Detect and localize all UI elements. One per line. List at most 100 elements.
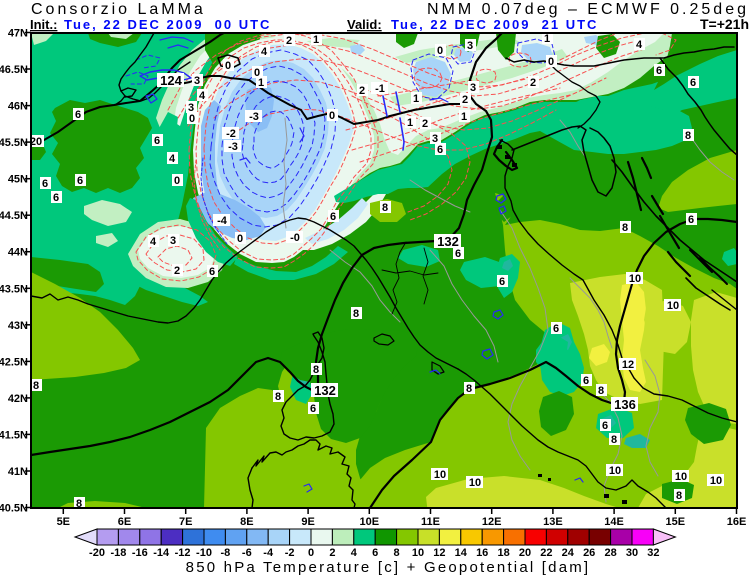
svg-text:28: 28 (604, 547, 616, 559)
svg-text:32: 32 (647, 547, 659, 559)
svg-text:20: 20 (519, 547, 531, 559)
svg-text:2: 2 (174, 265, 180, 277)
svg-text:1: 1 (407, 117, 413, 129)
svg-text:12: 12 (622, 359, 634, 371)
svg-text:10: 10 (469, 477, 481, 489)
svg-text:6: 6 (310, 403, 316, 415)
svg-text:2: 2 (359, 85, 365, 97)
svg-text:2: 2 (329, 547, 335, 559)
svg-text:124: 124 (160, 73, 182, 88)
svg-text:0: 0 (329, 110, 335, 122)
svg-text:6: 6 (553, 323, 559, 335)
svg-text:2: 2 (286, 35, 292, 47)
svg-text:0: 0 (308, 547, 314, 559)
svg-text:8: 8 (466, 383, 472, 395)
svg-text:16E: 16E (727, 516, 747, 528)
svg-text:14: 14 (455, 547, 468, 559)
svg-text:Tue, 22 DEC 2009 00 UTC: Tue, 22 DEC 2009 00 UTC (64, 17, 271, 32)
svg-text:0: 0 (237, 233, 243, 245)
svg-text:15E: 15E (666, 516, 686, 528)
svg-text:-2: -2 (285, 547, 295, 559)
svg-text:6: 6 (602, 420, 608, 432)
svg-text:4: 4 (261, 46, 268, 58)
svg-text:9E: 9E (301, 516, 314, 528)
svg-text:4: 4 (169, 153, 176, 165)
svg-text:-20: -20 (89, 547, 105, 559)
svg-text:45.5N: 45.5N (0, 137, 28, 149)
svg-text:0: 0 (548, 56, 554, 68)
svg-text:136: 136 (614, 397, 636, 412)
svg-text:10: 10 (412, 547, 424, 559)
svg-text:11E: 11E (421, 516, 440, 528)
svg-text:1: 1 (413, 93, 419, 105)
svg-text:8: 8 (611, 434, 617, 446)
svg-text:8: 8 (313, 364, 319, 376)
svg-text:6: 6 (372, 547, 378, 559)
svg-text:5E: 5E (57, 516, 70, 528)
svg-text:8: 8 (353, 308, 359, 320)
svg-text:0: 0 (174, 175, 180, 187)
svg-text:8: 8 (76, 498, 82, 510)
svg-text:45N: 45N (8, 174, 28, 186)
svg-text:2: 2 (462, 94, 468, 106)
svg-text:-6: -6 (242, 547, 252, 559)
svg-text:2: 2 (530, 77, 536, 89)
svg-text:12E: 12E (482, 516, 502, 528)
svg-text:16: 16 (476, 547, 488, 559)
svg-text:6: 6 (77, 175, 83, 187)
svg-text:Tue, 22 DEC 2009 21 UTC: Tue, 22 DEC 2009 21 UTC (391, 17, 598, 32)
svg-text:10: 10 (675, 471, 687, 483)
svg-text:-3: -3 (249, 111, 259, 123)
svg-text:-1: -1 (375, 83, 385, 95)
svg-text:NMM 0.07deg – ECMWF 0.25deg: NMM 0.07deg – ECMWF 0.25deg (427, 1, 749, 18)
svg-text:6E: 6E (118, 516, 131, 528)
svg-text:1: 1 (313, 34, 319, 46)
svg-text:26: 26 (583, 547, 595, 559)
svg-text:132: 132 (314, 383, 336, 398)
svg-text:8: 8 (382, 202, 388, 214)
svg-text:6: 6 (656, 65, 662, 77)
svg-text:1: 1 (258, 77, 264, 89)
svg-text:-18: -18 (110, 547, 126, 559)
svg-text:14E: 14E (604, 516, 624, 528)
svg-text:4: 4 (351, 547, 358, 559)
svg-text:T=+21h: T=+21h (700, 16, 749, 32)
svg-text:42.5N: 42.5N (0, 356, 28, 368)
svg-text:-16: -16 (132, 547, 148, 559)
svg-text:Init.:: Init.: (30, 17, 57, 32)
svg-text:46N: 46N (8, 101, 28, 113)
svg-text:8: 8 (676, 490, 682, 502)
svg-text:8: 8 (622, 222, 628, 234)
svg-text:6: 6 (42, 178, 48, 190)
svg-text:850 hPa Temperature [c] + Geop: 850 hPa Temperature [c] + Geopotential [… (186, 559, 591, 576)
svg-text:0: 0 (437, 45, 443, 57)
svg-text:44N: 44N (8, 247, 28, 259)
svg-text:6: 6 (688, 214, 694, 226)
svg-text:10: 10 (710, 475, 722, 487)
svg-text:10E: 10E (360, 516, 380, 528)
svg-text:8E: 8E (240, 516, 253, 528)
svg-text:6: 6 (53, 192, 59, 204)
svg-text:24: 24 (562, 547, 575, 559)
svg-text:8: 8 (598, 385, 604, 397)
svg-text:20: 20 (30, 136, 42, 148)
svg-text:4: 4 (150, 236, 157, 248)
svg-text:18: 18 (497, 547, 509, 559)
svg-text:6: 6 (330, 211, 336, 223)
svg-text:3: 3 (467, 40, 473, 52)
svg-text:6: 6 (499, 276, 505, 288)
svg-text:Consorzio LaMMa: Consorzio LaMMa (31, 1, 206, 18)
svg-text:-14: -14 (153, 547, 170, 559)
svg-text:10: 10 (629, 273, 641, 285)
svg-text:6: 6 (690, 77, 696, 89)
svg-text:10: 10 (667, 300, 679, 312)
svg-text:12: 12 (433, 547, 445, 559)
svg-text:8: 8 (394, 547, 400, 559)
svg-text:6: 6 (75, 109, 81, 121)
svg-text:4: 4 (636, 39, 643, 51)
svg-text:0: 0 (225, 60, 231, 72)
svg-text:41N: 41N (8, 466, 28, 478)
svg-text:40.5N: 40.5N (0, 503, 28, 515)
svg-text:3: 3 (188, 102, 194, 114)
svg-text:Valid:: Valid: (347, 17, 382, 32)
